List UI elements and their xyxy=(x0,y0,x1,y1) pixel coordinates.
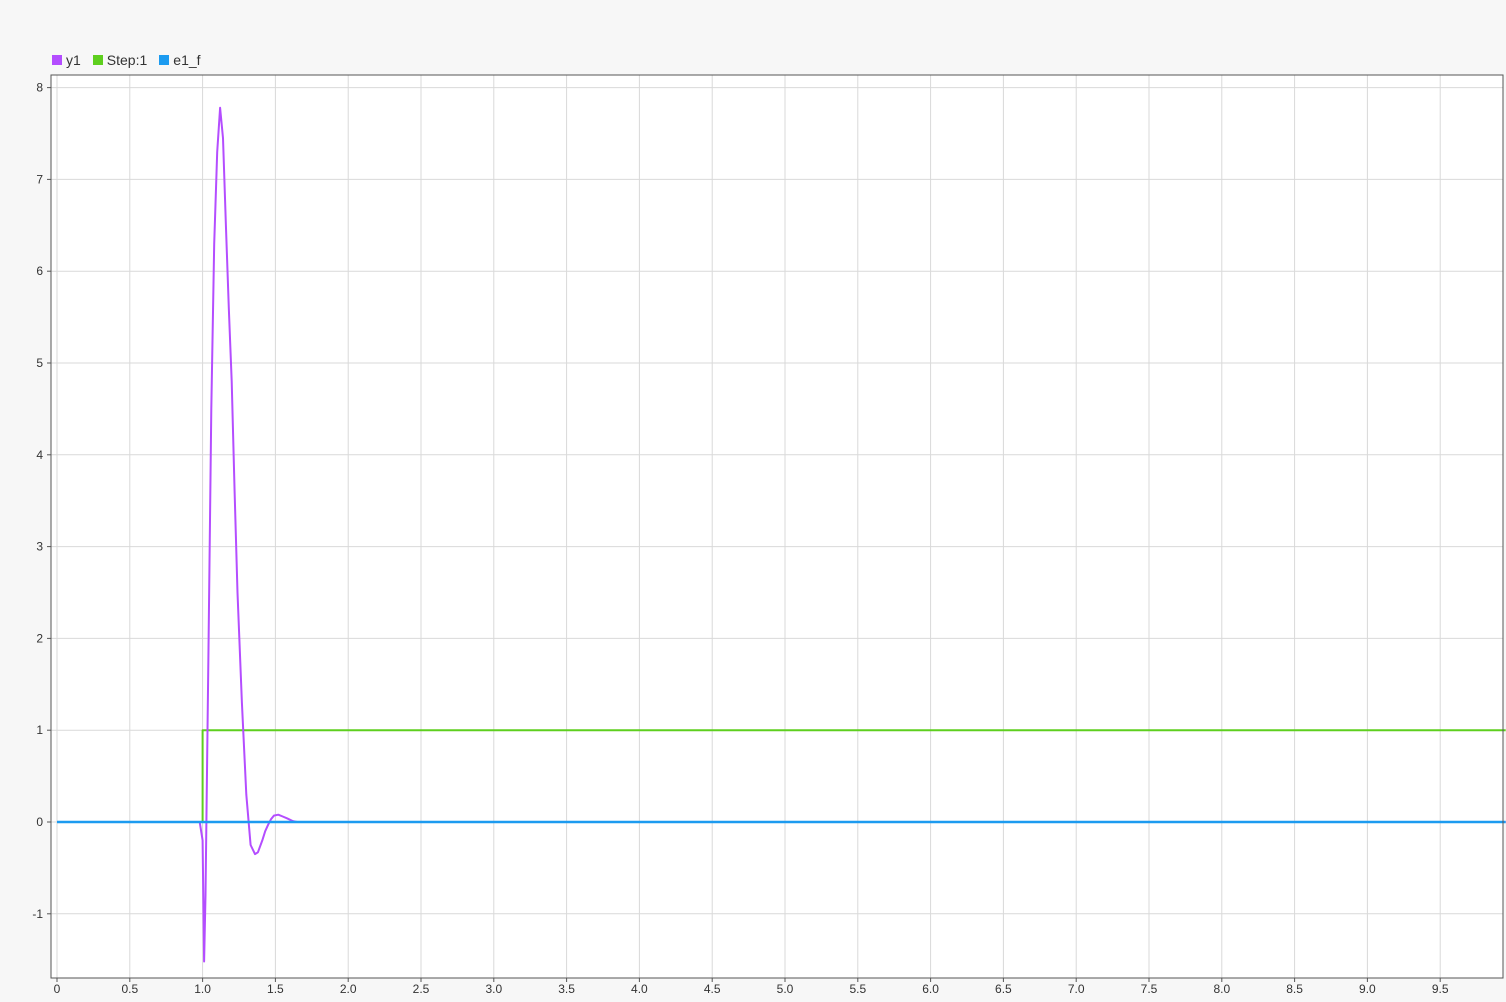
legend-label-e1f: e1_f xyxy=(173,52,201,68)
legend-label-step1: Step:1 xyxy=(106,52,148,68)
x-tick-label: 3.0 xyxy=(485,982,502,996)
x-tick-label: 8.5 xyxy=(1286,982,1303,996)
x-tick-label: 0 xyxy=(54,982,61,996)
y-tick-label: 0 xyxy=(36,815,43,829)
y-tick-label: 8 xyxy=(36,81,43,95)
x-tick-label: 4.0 xyxy=(631,982,648,996)
x-tick-label: 1.0 xyxy=(194,982,211,996)
x-tick-label: 9.0 xyxy=(1359,982,1376,996)
x-tick-label: 2.0 xyxy=(340,982,357,996)
y-tick-label: -1 xyxy=(32,907,43,921)
x-tick-label: 7.0 xyxy=(1068,982,1085,996)
chart-legend: y1 Step:1 e1_f xyxy=(52,51,201,69)
x-tick-label: 5.5 xyxy=(849,982,866,996)
y-tick-label: 7 xyxy=(36,172,43,186)
legend-swatch-e1f xyxy=(159,55,170,65)
y-tick-label: 2 xyxy=(36,631,43,645)
x-axis: 0 0.5 1.0 1.5 2.0 2.5 3.0 3.5 4.0 4.5 5.0 5.5 6.0 6.5… xyxy=(54,978,1449,996)
legend-item-y1[interactable]: y1 xyxy=(52,52,81,68)
y-tick-label: 4 xyxy=(36,448,43,462)
series-lines xyxy=(57,106,1506,963)
x-tick-label: 9.5 xyxy=(1432,982,1449,996)
x-tick-label: 4.5 xyxy=(704,982,721,996)
x-tick-label: 6.5 xyxy=(995,982,1012,996)
x-tick-label: 2.5 xyxy=(413,982,430,996)
legend-swatch-y1 xyxy=(52,55,62,65)
x-tick-label: 3.5 xyxy=(558,982,575,996)
x-tick-label: 5.0 xyxy=(777,982,794,996)
legend-item-step1[interactable]: Step:1 xyxy=(92,52,148,68)
x-tick-label: 7.5 xyxy=(1141,982,1158,996)
legend-label-y1: y1 xyxy=(66,52,81,68)
grid-lines xyxy=(51,75,1503,978)
x-tick-label: 8.0 xyxy=(1213,982,1230,996)
y-tick-label: 1 xyxy=(36,723,43,737)
plot-background xyxy=(51,75,1503,978)
x-tick-label: 0.5 xyxy=(121,982,138,996)
y-tick-label: 3 xyxy=(36,540,43,554)
x-tick-label: 6.0 xyxy=(922,982,939,996)
plot-frame xyxy=(50,74,1504,979)
legend-swatch-step1 xyxy=(92,55,103,65)
y-axis: -1 0 1 2 3 4 5 6 7 8 xyxy=(32,81,51,921)
x-tick-label: 1.5 xyxy=(267,982,284,996)
y-tick-label: 5 xyxy=(36,356,43,370)
y-tick-label: 6 xyxy=(36,264,43,278)
legend-item-e1f[interactable]: e1_f xyxy=(159,52,201,68)
